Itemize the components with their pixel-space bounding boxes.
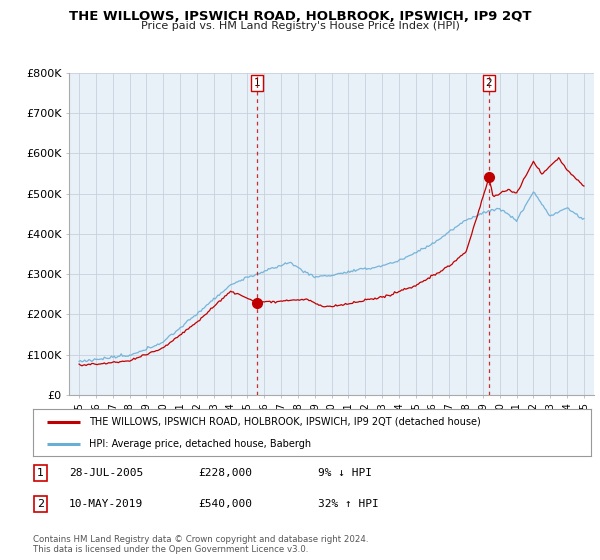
Text: 2: 2 xyxy=(37,499,44,509)
Text: THE WILLOWS, IPSWICH ROAD, HOLBROOK, IPSWICH, IP9 2QT (detached house): THE WILLOWS, IPSWICH ROAD, HOLBROOK, IPS… xyxy=(89,417,481,427)
Text: 1: 1 xyxy=(37,468,44,478)
Text: 10-MAY-2019: 10-MAY-2019 xyxy=(69,499,143,509)
Text: £228,000: £228,000 xyxy=(198,468,252,478)
Text: Price paid vs. HM Land Registry's House Price Index (HPI): Price paid vs. HM Land Registry's House … xyxy=(140,21,460,31)
Text: 1: 1 xyxy=(254,78,260,87)
Text: 32% ↑ HPI: 32% ↑ HPI xyxy=(318,499,379,509)
Text: HPI: Average price, detached house, Babergh: HPI: Average price, detached house, Babe… xyxy=(89,438,311,449)
Text: Contains HM Land Registry data © Crown copyright and database right 2024.
This d: Contains HM Land Registry data © Crown c… xyxy=(33,535,368,554)
Text: 2: 2 xyxy=(485,78,493,87)
Text: THE WILLOWS, IPSWICH ROAD, HOLBROOK, IPSWICH, IP9 2QT: THE WILLOWS, IPSWICH ROAD, HOLBROOK, IPS… xyxy=(69,10,531,22)
Text: £540,000: £540,000 xyxy=(198,499,252,509)
Text: 9% ↓ HPI: 9% ↓ HPI xyxy=(318,468,372,478)
Text: 28-JUL-2005: 28-JUL-2005 xyxy=(69,468,143,478)
